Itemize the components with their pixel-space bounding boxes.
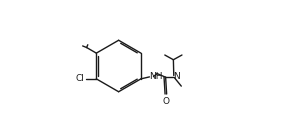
Text: Cl: Cl	[76, 74, 84, 83]
Text: O: O	[162, 97, 169, 106]
Text: N: N	[173, 72, 180, 81]
Text: NH: NH	[149, 72, 163, 81]
